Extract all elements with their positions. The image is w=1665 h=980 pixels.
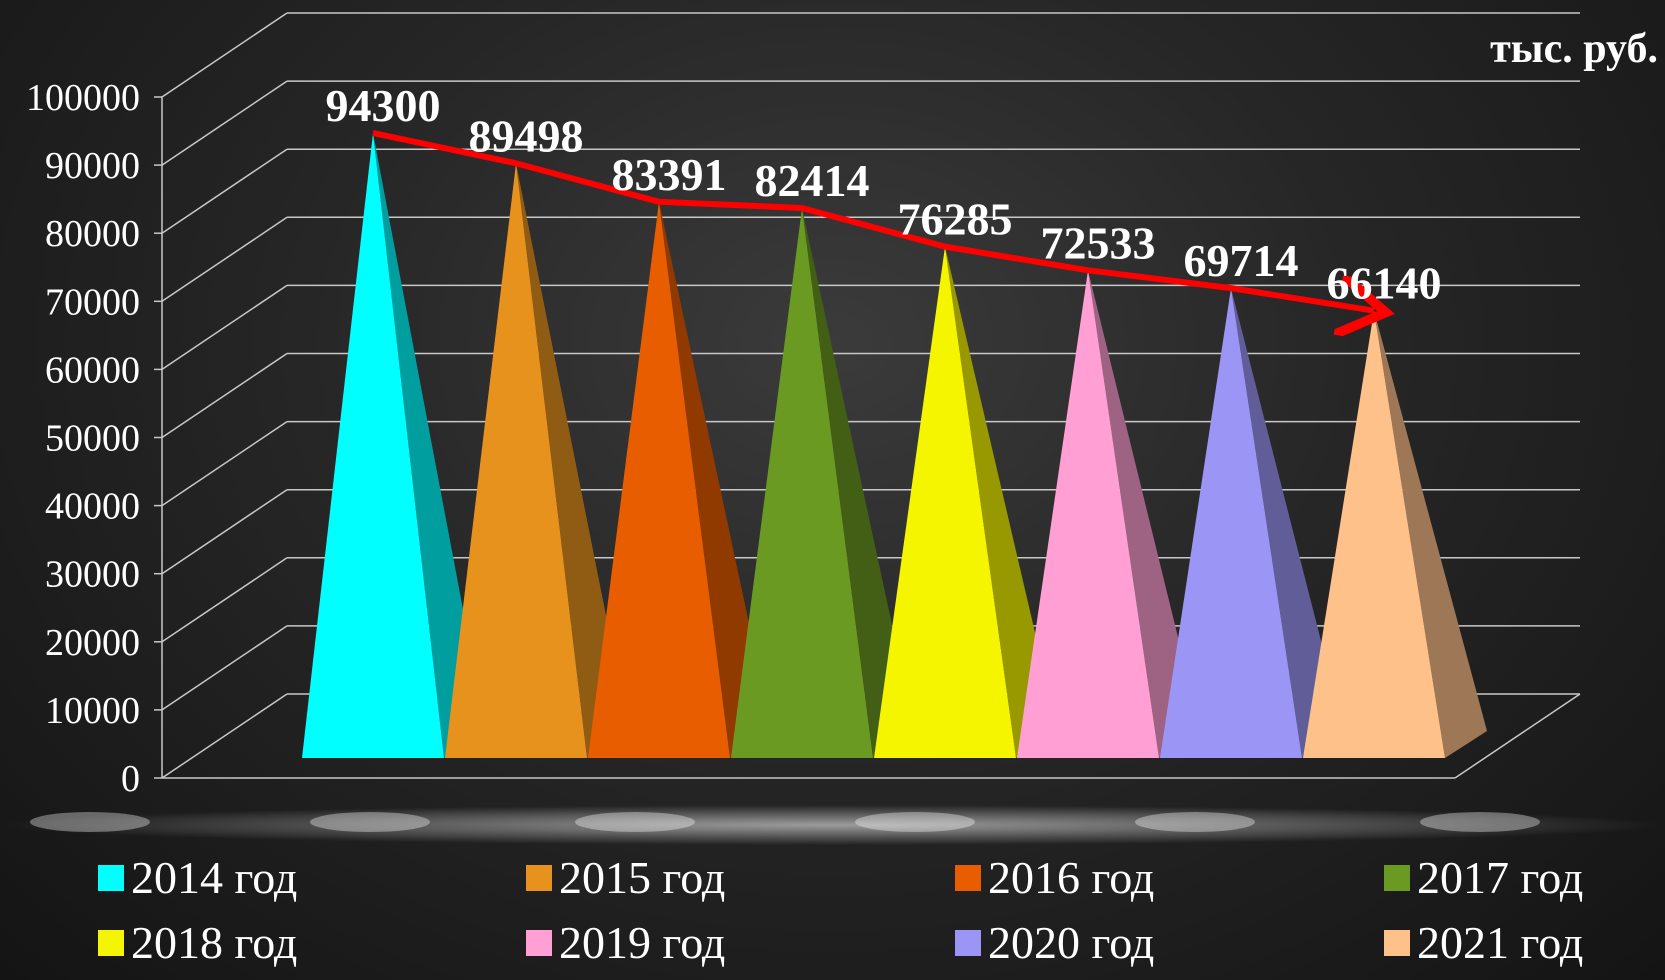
floor-light [310, 812, 430, 832]
data-label-3: 82414 [755, 155, 870, 206]
gridline-10 [162, 13, 287, 97]
legend-item-6: 2020 год [955, 917, 1154, 968]
y-tick-label-7: 70000 [45, 281, 140, 323]
floor-light [30, 812, 150, 832]
floor-light [1135, 812, 1255, 832]
y-axis-ticks: 0 10000 20000 30000 40000 50000 60000 70000 8000… [26, 77, 140, 800]
floor-light [575, 812, 695, 832]
gridline-5 [162, 354, 287, 438]
legend-item-1: 2015 год [526, 852, 725, 903]
legend-swatch [1384, 865, 1410, 891]
legend-swatch [955, 865, 981, 891]
floor-light [1420, 812, 1540, 832]
y-tick-label-5: 50000 [45, 418, 140, 460]
legend-label: 2015 год [559, 852, 725, 903]
legend: 2014 год 2015 год 2016 год 2017 год 2018 год… [98, 852, 1583, 968]
legend-swatch [98, 865, 124, 891]
gridline-1 [162, 626, 287, 710]
data-label-6: 69714 [1184, 235, 1299, 286]
legend-label: 2020 год [988, 917, 1154, 968]
legend-swatch [526, 930, 552, 956]
y-tick-label-4: 40000 [45, 486, 140, 528]
data-label-5: 72533 [1041, 217, 1156, 268]
gridline-6 [162, 285, 287, 369]
floor-glow [0, 805, 1665, 845]
data-label-1: 89498 [469, 110, 584, 161]
legend-item-0: 2014 год [98, 852, 297, 903]
y-tick-label-6: 60000 [45, 349, 140, 391]
legend-label: 2017 год [1417, 852, 1583, 903]
legend-item-5: 2019 год [526, 917, 725, 968]
data-label-4: 76285 [898, 194, 1013, 245]
legend-label: 2016 год [988, 852, 1154, 903]
gridline-8 [162, 149, 287, 233]
legend-swatch [955, 930, 981, 956]
legend-swatch [98, 930, 124, 956]
y-tick-label-0: 0 [121, 758, 140, 800]
pyramid-bars [302, 133, 1487, 758]
gridline-4 [162, 422, 287, 506]
legend-swatch [526, 865, 552, 891]
legend-item-2: 2016 год [955, 852, 1154, 903]
gridline-7 [162, 217, 287, 301]
legend-item-7: 2021 год [1384, 917, 1583, 968]
y-tick-label-3: 30000 [45, 554, 140, 596]
y-tick-label-9: 90000 [45, 145, 140, 187]
legend-item-4: 2018 год [98, 917, 297, 968]
gridline-9 [162, 81, 287, 165]
data-label-0: 94300 [326, 80, 441, 131]
floor-glow-band [0, 805, 1665, 845]
y-tick-label-10: 100000 [26, 77, 140, 119]
pyramid-2021 год [1303, 311, 1487, 758]
legend-label: 2021 год [1417, 917, 1583, 968]
gridline-0 [162, 694, 287, 778]
y-tick-label-2: 20000 [45, 622, 140, 664]
y-tick-label-8: 80000 [45, 213, 140, 255]
unit-label: тыс. руб. [1490, 26, 1658, 72]
floor-light [855, 812, 975, 832]
legend-swatch [1384, 930, 1410, 956]
gridline-3 [162, 490, 287, 574]
legend-item-3: 2017 год [1384, 852, 1583, 903]
gridline-2 [162, 558, 287, 642]
data-label-2: 83391 [612, 149, 727, 200]
data-label-7: 66140 [1327, 258, 1442, 309]
legend-label: 2014 год [131, 852, 297, 903]
legend-label: 2018 год [131, 917, 297, 968]
data-labels: 94300 89498 83391 82414 76285 72533 69714 66140 [326, 80, 1442, 309]
y-tick-label-1: 10000 [45, 690, 140, 732]
legend-label: 2019 год [559, 917, 725, 968]
